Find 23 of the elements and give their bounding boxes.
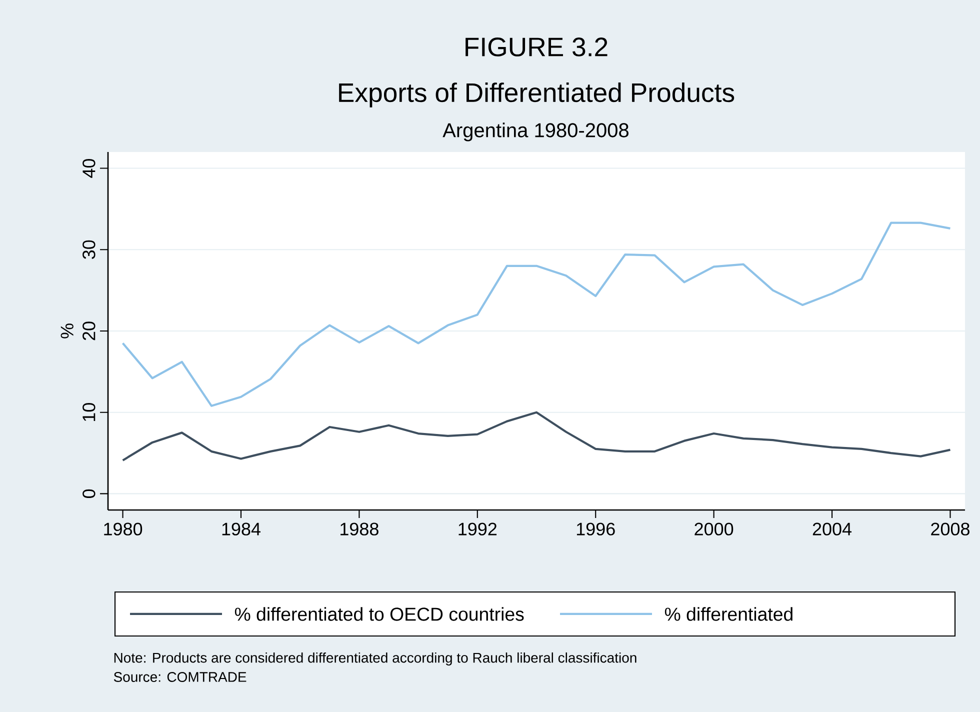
y-tick-label: 10 — [82, 403, 96, 421]
y-tick-label: 40 — [82, 158, 96, 178]
y-axis-title: % — [60, 324, 74, 338]
x-tick-label: 1988 — [340, 522, 378, 536]
y-tick-label: 20 — [82, 322, 96, 340]
x-tick-label: 1992 — [458, 522, 497, 536]
x-tick-label: 1984 — [222, 522, 260, 536]
legend-label: % differentiated — [664, 607, 792, 621]
source-note: Source: COMTRADE — [114, 672, 246, 682]
y-tick-label: 30 — [82, 240, 96, 259]
x-tick-label: 2008 — [931, 522, 970, 536]
chart-subtitle: Exports of Differentiated Products — [339, 82, 734, 108]
line-series — [122, 411, 952, 462]
text: Note: Products are considered differentiated according to Rauch liberal classification — [114, 652, 636, 666]
x-tick-label: 2000 — [694, 522, 734, 536]
x-tick-label: 1980 — [104, 522, 142, 536]
chart-title: FIGURE 3.2 — [466, 38, 608, 56]
x-tick-label: 2004 — [812, 522, 852, 536]
x-tick-label: 1996 — [576, 522, 615, 536]
text: Argentina 1980-2008 — [442, 122, 628, 142]
y-tick-label: 0 — [82, 489, 96, 498]
legend-label: % differentiated to OECD countries — [234, 607, 524, 621]
line-series — [122, 222, 952, 407]
